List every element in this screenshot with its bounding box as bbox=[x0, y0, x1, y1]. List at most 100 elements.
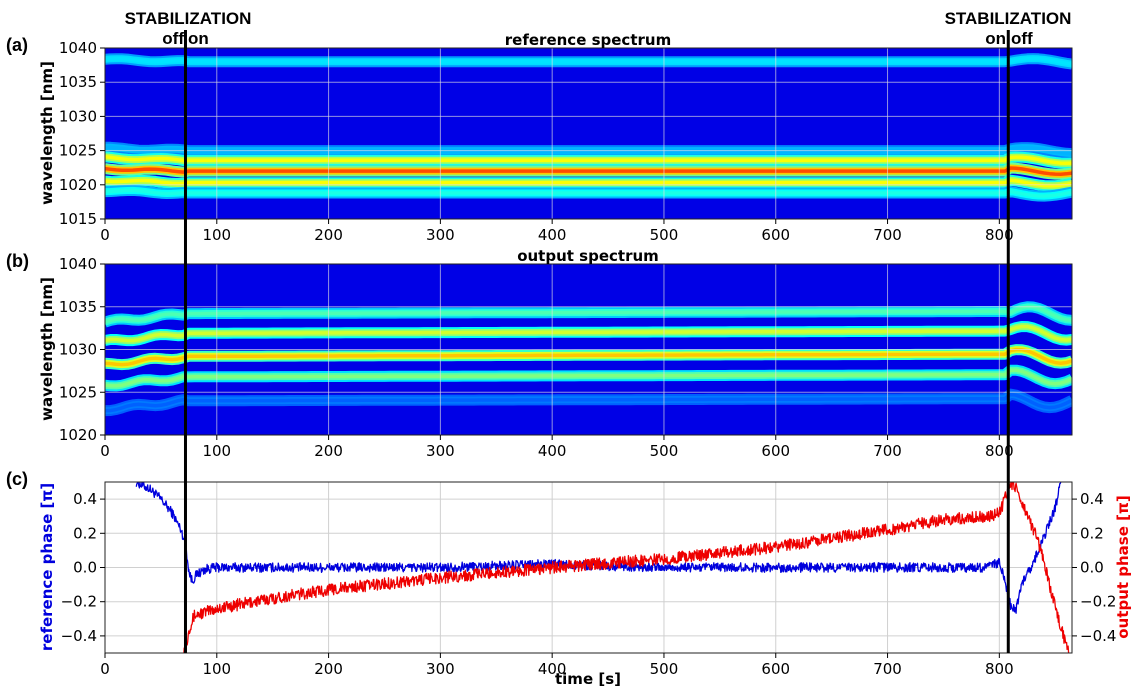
x-tick-label: 100 bbox=[202, 226, 231, 244]
y-tick-label: 1015 bbox=[59, 210, 97, 228]
panel-b-label: (b) bbox=[6, 251, 29, 271]
stabilization-markers bbox=[183, 30, 1010, 653]
panel-a-label: (a) bbox=[6, 35, 28, 55]
panel-a-title: reference spectrum bbox=[505, 31, 671, 49]
band-layer bbox=[105, 155, 1072, 166]
x-tick-label: 300 bbox=[426, 226, 455, 244]
y-tick-label: 1030 bbox=[59, 341, 97, 359]
panel-c-ylabel-left: reference phase [π] bbox=[38, 483, 56, 651]
x-tick-label: 0 bbox=[100, 660, 110, 678]
band-layer bbox=[105, 166, 1072, 176]
x-tick-label: 500 bbox=[650, 442, 679, 460]
x-tick-label: 400 bbox=[538, 660, 567, 678]
x-tick-label: 100 bbox=[202, 660, 231, 678]
panel-b-ylabel: wavelength [nm] bbox=[38, 277, 56, 421]
x-tick-label: 800 bbox=[985, 442, 1014, 460]
y-tick-label: 1040 bbox=[59, 255, 97, 273]
stab-left-on: on bbox=[188, 29, 209, 48]
x-tick-label: 100 bbox=[202, 442, 231, 460]
y-tick-label-right: −0.4 bbox=[1080, 627, 1116, 645]
panel-a-yticks: 1015 1020 1025 1030 1035 1040 bbox=[59, 39, 105, 228]
band-layer bbox=[105, 347, 1072, 367]
x-tick-label: 300 bbox=[426, 442, 455, 460]
band-layer bbox=[105, 56, 1072, 66]
band-layer bbox=[105, 178, 1072, 188]
y-tick-label: 1020 bbox=[59, 426, 97, 444]
stab-left-off: off bbox=[162, 29, 184, 48]
x-tick-label: 0 bbox=[100, 442, 110, 460]
x-tick-label: 600 bbox=[761, 226, 790, 244]
output-phase-line bbox=[183, 482, 1070, 653]
panel-a-heatmap bbox=[105, 48, 1072, 219]
x-tick-label: 600 bbox=[761, 660, 790, 678]
y-tick-label-right: 0.4 bbox=[1080, 490, 1104, 508]
y-tick-label: 1035 bbox=[59, 298, 97, 316]
stab-right-off: off bbox=[1011, 29, 1033, 48]
x-tick-label: 400 bbox=[538, 226, 567, 244]
panel-a-ylabel: wavelength [nm] bbox=[38, 61, 56, 205]
spectral-band bbox=[105, 174, 1072, 192]
y-tick-label: 1040 bbox=[59, 39, 97, 57]
band-layer bbox=[105, 188, 1072, 198]
panel-c-xticks: 0 100 200 300 400 500 600 700 800 bbox=[100, 653, 1014, 678]
panel-a: reference spectrum wavelength [nm] 0 100 2… bbox=[38, 31, 1073, 244]
y-tick-label: 0.4 bbox=[73, 490, 97, 508]
spectral-band bbox=[105, 151, 1072, 169]
x-tick-label: 200 bbox=[314, 660, 343, 678]
y-tick-label-right: 0.0 bbox=[1080, 559, 1104, 577]
band-layer bbox=[105, 368, 1072, 388]
stab-right-on: on bbox=[985, 29, 1006, 48]
x-tick-label: 500 bbox=[650, 660, 679, 678]
spectral-band bbox=[105, 364, 1072, 392]
panel-b-yticks: 1020 1025 1030 1035 1040 bbox=[59, 255, 105, 444]
x-tick-label: 0 bbox=[100, 226, 110, 244]
panel-c: reference phase [π] output phase [π] tim… bbox=[38, 481, 1132, 688]
panel-c-xlabel: time [s] bbox=[555, 670, 621, 688]
y-tick-label: 1035 bbox=[59, 73, 97, 91]
x-tick-label: 600 bbox=[761, 442, 790, 460]
spectral-band bbox=[105, 184, 1072, 202]
spectral-band bbox=[105, 53, 1072, 70]
panel-c-yticks-left: −0.4 −0.2 0.0 0.2 0.4 bbox=[61, 490, 105, 645]
panel-a-frame bbox=[104, 47, 1073, 220]
y-tick-label: 1020 bbox=[59, 176, 97, 194]
spectral-band bbox=[105, 388, 1072, 417]
panel-a-xticks: 0 100 200 300 400 500 600 700 800 bbox=[100, 219, 1014, 244]
spectral-band bbox=[105, 301, 1072, 328]
band-layer bbox=[105, 392, 1072, 413]
x-tick-label: 700 bbox=[873, 226, 902, 244]
x-tick-label: 400 bbox=[538, 442, 567, 460]
x-tick-label: 500 bbox=[650, 226, 679, 244]
panel-c-yticks-right: −0.4 −0.2 0.0 0.2 0.4 bbox=[1072, 490, 1116, 645]
x-tick-label: 800 bbox=[985, 226, 1014, 244]
y-tick-label: 0.2 bbox=[73, 524, 97, 542]
x-tick-label: 200 bbox=[314, 226, 343, 244]
band-layer bbox=[105, 324, 1072, 343]
panel-c-series bbox=[135, 482, 1070, 653]
y-tick-label: 0.0 bbox=[73, 559, 97, 577]
spectral-band bbox=[105, 321, 1072, 347]
panel-b-title: output spectrum bbox=[517, 247, 659, 265]
x-tick-label: 700 bbox=[873, 660, 902, 678]
spectral-band bbox=[105, 344, 1072, 371]
x-tick-label: 700 bbox=[873, 442, 902, 460]
y-tick-label: 1025 bbox=[59, 142, 97, 160]
y-tick-label: 1025 bbox=[59, 383, 97, 401]
stab-left-title: STABILIZATION bbox=[125, 9, 252, 28]
y-tick-label: −0.4 bbox=[61, 627, 97, 645]
x-tick-label: 800 bbox=[985, 660, 1014, 678]
x-tick-label: 200 bbox=[314, 442, 343, 460]
panel-b-xticks: 0 100 200 300 400 500 600 700 800 bbox=[100, 435, 1014, 460]
stab-right-title: STABILIZATION bbox=[945, 9, 1072, 28]
y-tick-label: −0.2 bbox=[61, 593, 97, 611]
spectral-band bbox=[105, 162, 1072, 180]
y-tick-label: 1030 bbox=[59, 107, 97, 125]
x-tick-label: 300 bbox=[426, 660, 455, 678]
band-layer bbox=[105, 305, 1072, 324]
panel-c-ylabel-right: output phase [π] bbox=[1114, 495, 1132, 638]
panel-c-label: (c) bbox=[6, 469, 28, 489]
panel-b: output spectrum wavelength [nm] 0 100 200 3… bbox=[38, 247, 1073, 460]
y-tick-label-right: 0.2 bbox=[1080, 524, 1104, 542]
y-tick-label-right: −0.2 bbox=[1080, 593, 1116, 611]
